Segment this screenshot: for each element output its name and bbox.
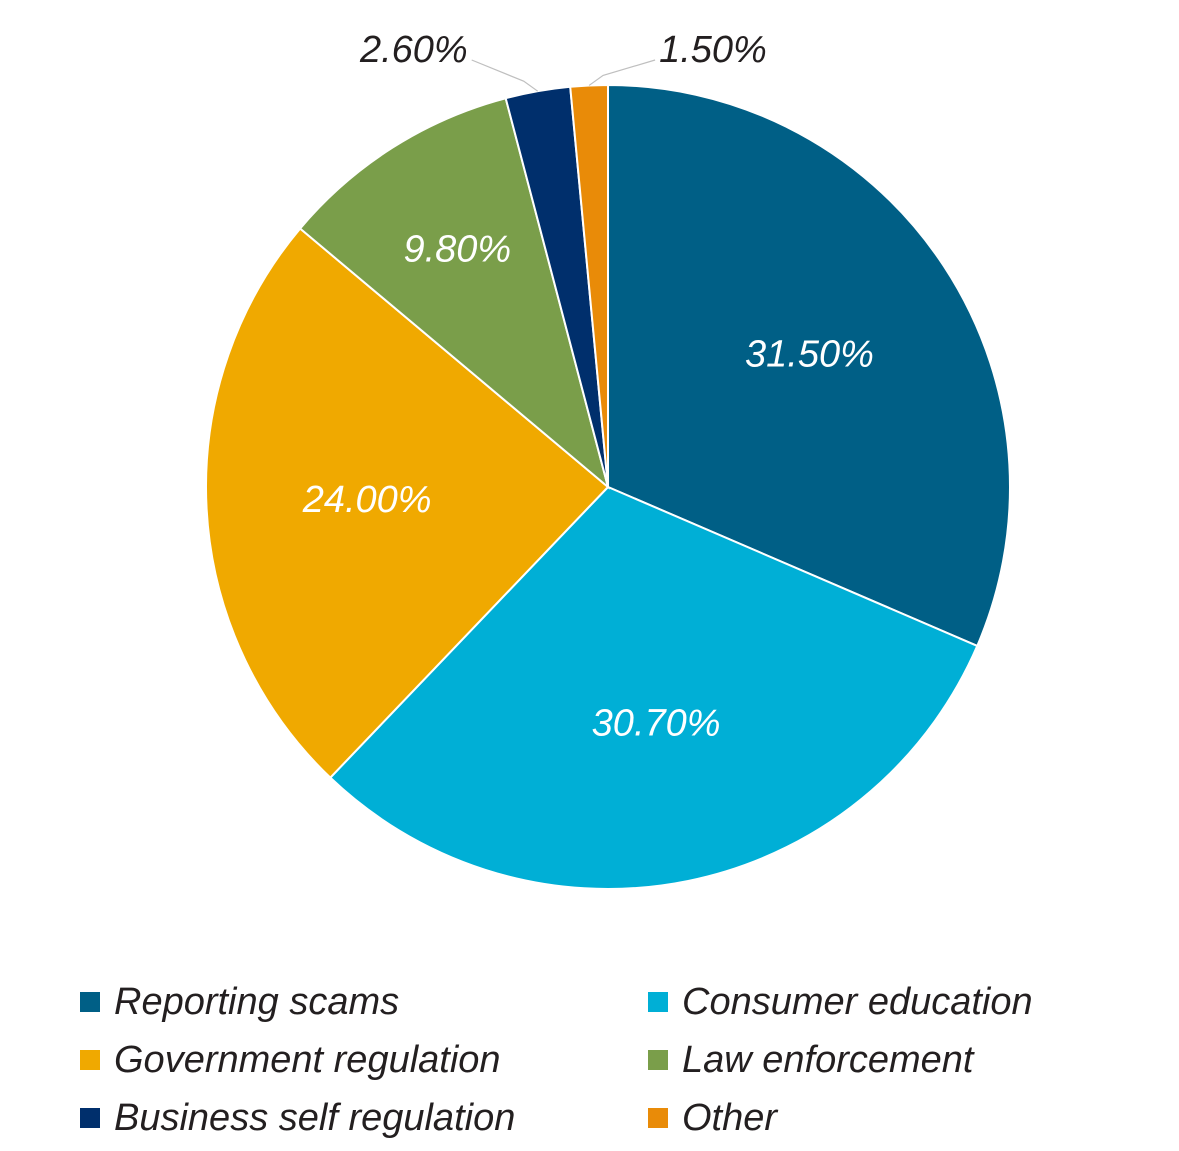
legend: Reporting scams Consumer education Governm… [80,980,1140,1140]
legend-item-reporting-scams: Reporting scams [80,980,648,1024]
legend-swatch [648,1050,668,1070]
data-label-government-regulation: 24.00% [302,479,432,521]
legend-label: Reporting scams [114,980,400,1023]
data-label-law-enforcement: 9.80% [403,228,511,270]
pie-chart: 31.50% 30.70% 24.00% 9.80% 2.60% 1.50% [205,29,1011,890]
legend-swatch [80,992,100,1012]
legend-swatch [648,1108,668,1128]
legend-label: Government regulation [114,1038,501,1081]
pie-slice-government-regulation [205,227,610,780]
legend-label: Other [682,1096,778,1139]
legend-label: Consumer education [682,980,1033,1023]
data-label-consumer-education: 30.70% [592,702,721,744]
data-label-business-self-regulation: 2.60% [359,29,468,71]
legend-item-consumer-education: Consumer education [648,980,1140,1024]
leader-lines [471,59,656,92]
legend-item-business-self-regulation: Business self regulation [80,1096,648,1140]
data-label-other: 1.50% [659,29,767,71]
pie-slice-other [569,83,609,488]
leader-line-other [588,59,656,86]
leader-line-business-self-regulation [471,59,539,92]
legend-label: Law enforcement [682,1038,974,1081]
data-label-reporting-scams: 31.50% [745,333,874,375]
data-labels: 31.50% 30.70% 24.00% 9.80% 2.60% 1.50% [302,29,874,744]
legend-swatch [80,1050,100,1070]
legend-swatch [648,992,668,1012]
legend-item-law-enforcement: Law enforcement [648,1038,1140,1082]
pie-slice-reporting-scams [607,83,1011,648]
pie-slices [205,83,1011,890]
legend-item-other: Other [648,1096,1140,1140]
legend-label: Business self regulation [114,1096,516,1139]
legend-item-government-regulation: Government regulation [80,1038,648,1082]
pie-slice-consumer-education [328,485,979,890]
legend-swatch [80,1108,100,1128]
